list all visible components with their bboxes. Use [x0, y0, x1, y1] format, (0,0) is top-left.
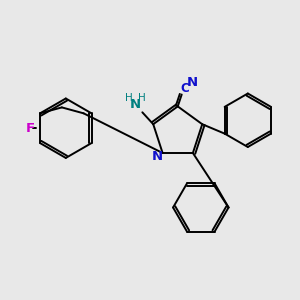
Text: N: N [130, 98, 141, 111]
Text: C: C [180, 82, 189, 95]
Text: F: F [26, 122, 35, 135]
Text: N: N [152, 151, 163, 164]
Text: H: H [139, 93, 146, 103]
Text: N: N [187, 76, 198, 89]
Text: H: H [124, 93, 132, 103]
